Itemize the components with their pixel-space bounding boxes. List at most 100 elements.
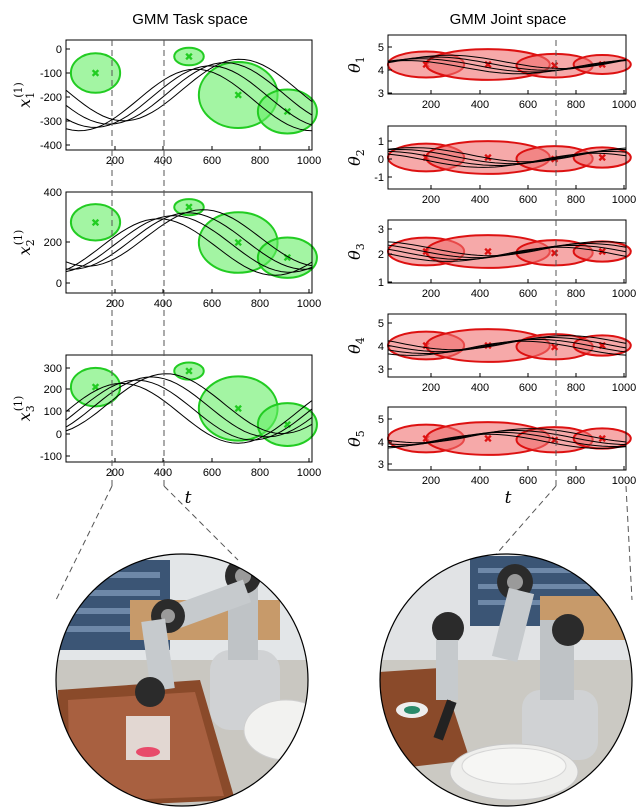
gmm-center-marker: ✖ (91, 381, 100, 394)
x-tick-label: 800 (251, 298, 269, 310)
x-tick-label: 200 (422, 382, 440, 394)
demo-trajectory (387, 244, 627, 260)
x-tick-label: 800 (251, 155, 269, 167)
demo-trajectory (65, 58, 313, 122)
y-tick-label: 3 (378, 224, 384, 236)
photo-left-frame (55, 553, 309, 807)
gmm-center-marker: ✖ (483, 433, 492, 446)
x-tick-label: 800 (567, 382, 585, 394)
y-tick-label: 0 (378, 154, 384, 166)
y-tick-label: 0 (56, 44, 62, 56)
demo-trajectory (65, 62, 313, 125)
x-tick-label: 800 (251, 467, 269, 479)
x-tick-label: 200 (422, 288, 440, 300)
x-tick-label: 400 (154, 298, 172, 310)
demo-trajectory (387, 433, 627, 449)
gmm-component (69, 52, 122, 94)
x-tick-label: 1000 (612, 382, 636, 394)
y-tick-label: 2 (378, 249, 384, 261)
y-tick-label: -100 (40, 68, 62, 80)
demo-trajectory (387, 152, 627, 168)
gmm-component (173, 198, 205, 217)
x-tick-label: 800 (567, 288, 585, 300)
gmm-component (69, 203, 122, 242)
panel-x2: ✖ ✖ ✖ ✖ 400 200 0 200 400 600 800 1000 x2(1) (12, 187, 321, 310)
y-axis-label: x1(1) (12, 82, 37, 108)
gmm-center-marker: ✖ (91, 216, 100, 229)
y-tick-label: 5 (378, 318, 384, 330)
gmm-center-marker: ✖ (283, 419, 292, 432)
guide-lines (55, 40, 633, 601)
y-tick-label: 200 (44, 237, 62, 249)
x-tick-label: 400 (471, 99, 489, 111)
demo-trajectory (65, 379, 313, 441)
demo-trajectory (65, 212, 313, 270)
y-tick-label: 0 (56, 429, 62, 441)
x-tick-label: 600 (519, 475, 537, 487)
x-tick-label: 600 (203, 155, 221, 167)
gmm-center-marker: ✖ (234, 237, 243, 250)
demo-trajectory (387, 59, 627, 75)
photo-left (56, 554, 308, 806)
demo-trajectory (387, 56, 627, 71)
x-tick-label: 1000 (612, 475, 636, 487)
x-tick-label: 200 (106, 467, 124, 479)
x-tick-label: 600 (519, 194, 537, 206)
x-tick-label: 1000 (612, 194, 636, 206)
demo-trajectory (65, 382, 313, 444)
photo-right-frame (379, 553, 633, 807)
x-tick-label: 400 (471, 475, 489, 487)
demo-trajectory (387, 335, 627, 351)
y-tick-label: -300 (40, 116, 62, 128)
gmm-center-marker: ✖ (598, 152, 607, 165)
gmm-component (173, 46, 205, 67)
y-tick-label: -100 (40, 451, 62, 463)
x-tick-label: 200 (106, 298, 124, 310)
demo-trajectory (65, 68, 313, 132)
y-tick-label: 5 (378, 414, 384, 426)
right-title: GMM Joint space (450, 11, 567, 28)
y-tick-label: 5 (378, 42, 384, 54)
demo-trajectory (387, 58, 627, 73)
x-tick-label: 200 (422, 99, 440, 111)
x-tick-label: 600 (519, 288, 537, 300)
y-axis-label: θ1 (345, 56, 367, 73)
y-tick-label: 3 (378, 88, 384, 100)
x-tick-label: 400 (154, 155, 172, 167)
axes-frame (387, 219, 627, 284)
x-axis-label-right: t (505, 488, 512, 508)
y-tick-label: 4 (378, 65, 384, 77)
y-tick-label: 200 (44, 384, 62, 396)
gmm-center-marker: ✖ (234, 403, 243, 416)
y-tick-label: 1 (378, 277, 384, 289)
y-tick-label: -1 (374, 172, 384, 184)
x-tick-label: 600 (519, 99, 537, 111)
x-tick-label: 600 (203, 298, 221, 310)
gmm-center-marker: ✖ (550, 247, 559, 260)
y-tick-label: 100 (44, 406, 62, 418)
demo-trajectory (65, 209, 313, 267)
left-title: GMM Task space (132, 11, 248, 28)
gmm-center-marker: ✖ (184, 51, 193, 64)
demo-trajectory (387, 243, 627, 259)
x-tick-label: 1000 (612, 99, 636, 111)
gmm-center-marker: ✖ (184, 365, 193, 378)
x-tick-label: 400 (154, 467, 172, 479)
gmm-center-marker: ✖ (550, 60, 559, 73)
y-axis-label: θ3 (345, 243, 367, 260)
y-axis-label: θ5 (345, 430, 367, 447)
x-tick-label: 800 (567, 194, 585, 206)
x-axis-label-left: t (185, 488, 192, 508)
axes-frame (387, 125, 627, 190)
x-tick-label: 600 (203, 467, 221, 479)
x-tick-label: 800 (567, 475, 585, 487)
y-tick-label: -400 (40, 140, 62, 152)
demo-trajectory (387, 246, 627, 262)
y-tick-label: 400 (44, 187, 62, 199)
gmm-center-marker: ✖ (483, 59, 492, 72)
x-tick-label: 400 (471, 382, 489, 394)
